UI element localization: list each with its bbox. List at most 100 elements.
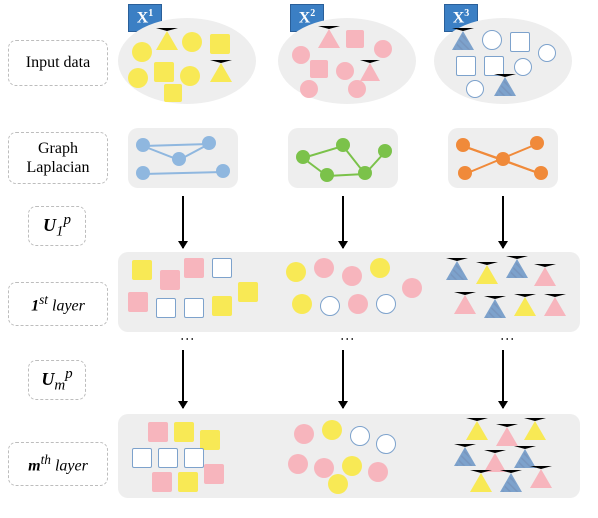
circle-shape (300, 80, 318, 98)
triangle-shape (446, 258, 468, 280)
graph-node (136, 166, 150, 180)
circle-shape (402, 278, 422, 298)
square-shape (152, 472, 172, 492)
square-shape (128, 292, 148, 312)
circle-shape (180, 66, 200, 86)
triangle-shape (500, 470, 522, 492)
square-shape (184, 298, 204, 318)
triangle-shape (452, 28, 474, 50)
square-shape (212, 296, 232, 316)
graph-node (216, 164, 230, 178)
graph-node (456, 138, 470, 152)
graph-node (202, 136, 216, 150)
label-layer-1: 1st layer (8, 282, 108, 326)
triangle-shape (496, 424, 518, 446)
circle-shape (320, 296, 340, 316)
triangle-shape (534, 264, 556, 286)
graph-node (378, 144, 392, 158)
circle-shape (328, 474, 348, 494)
arrow-down-3 (502, 196, 504, 248)
label-u1: U1p (28, 206, 86, 246)
arrow-down-2 (342, 196, 344, 248)
square-shape (184, 258, 204, 278)
circle-shape (286, 262, 306, 282)
square-shape (164, 84, 182, 102)
graph-panel-1 (128, 128, 238, 188)
graph-node (534, 166, 548, 180)
square-shape (174, 422, 194, 442)
square-shape (158, 448, 178, 468)
graph-node (136, 138, 150, 152)
square-shape (204, 464, 224, 484)
circle-shape (322, 420, 342, 440)
graph-node (530, 136, 544, 150)
input-ellipse-1 (118, 18, 256, 104)
circle-shape (374, 40, 392, 58)
triangle-shape (530, 466, 552, 488)
circle-shape (482, 30, 502, 50)
triangle-shape (514, 294, 536, 316)
input-ellipse-2 (278, 18, 416, 104)
triangle-shape (506, 256, 528, 278)
square-shape (184, 448, 204, 468)
circle-shape (128, 68, 148, 88)
label-input-data: Input data (8, 40, 108, 86)
triangle-shape (454, 292, 476, 314)
circle-shape (314, 258, 334, 278)
triangle-shape (318, 26, 340, 48)
circle-shape (370, 258, 390, 278)
triangle-shape (470, 470, 492, 492)
layer-m-panel (118, 414, 580, 498)
arrow-down-1 (182, 196, 184, 248)
circle-shape (342, 456, 362, 476)
circle-shape (350, 426, 370, 446)
circle-shape (368, 462, 388, 482)
circle-shape (292, 46, 310, 64)
triangle-shape (484, 296, 506, 318)
square-shape (310, 60, 328, 78)
circle-shape (514, 58, 532, 76)
circle-shape (182, 32, 202, 52)
square-shape (148, 422, 168, 442)
label-graph-laplacian: Graph Laplacian (8, 132, 108, 184)
ellipsis-3: ⋮ (498, 332, 514, 348)
circle-shape (466, 80, 484, 98)
graph-edge (143, 171, 223, 175)
graph-node (296, 150, 310, 164)
graph-panel-2 (288, 128, 398, 188)
square-shape (160, 270, 180, 290)
square-shape (200, 430, 220, 450)
graph-node (336, 138, 350, 152)
triangle-shape (544, 294, 566, 316)
ellipsis-1: ⋮ (178, 332, 194, 348)
graph-node (320, 168, 334, 182)
graph-edge (143, 143, 209, 147)
circle-shape (294, 424, 314, 444)
arrow-down-5 (342, 350, 344, 408)
arrow-down-6 (502, 350, 504, 408)
circle-shape (376, 294, 396, 314)
graph-node (496, 152, 510, 166)
graph-node (358, 166, 372, 180)
triangle-shape (466, 418, 488, 440)
circle-shape (292, 294, 312, 314)
triangle-shape (360, 60, 380, 81)
square-shape (212, 258, 232, 278)
triangle-shape (514, 446, 536, 468)
label-layer-m: mth layer (8, 442, 108, 486)
circle-shape (376, 434, 396, 454)
triangle-shape (484, 450, 506, 472)
circle-shape (348, 294, 368, 314)
triangle-shape (210, 60, 232, 82)
arrow-down-4 (182, 350, 184, 408)
square-shape (178, 472, 198, 492)
triangle-shape (494, 74, 516, 96)
circle-shape (348, 80, 366, 98)
graph-node (458, 166, 472, 180)
triangle-shape (454, 444, 476, 466)
square-shape (132, 448, 152, 468)
ellipsis-2: ⋮ (338, 332, 354, 348)
layer-1-panel (118, 252, 580, 332)
square-shape (154, 62, 174, 82)
circle-shape (342, 266, 362, 286)
